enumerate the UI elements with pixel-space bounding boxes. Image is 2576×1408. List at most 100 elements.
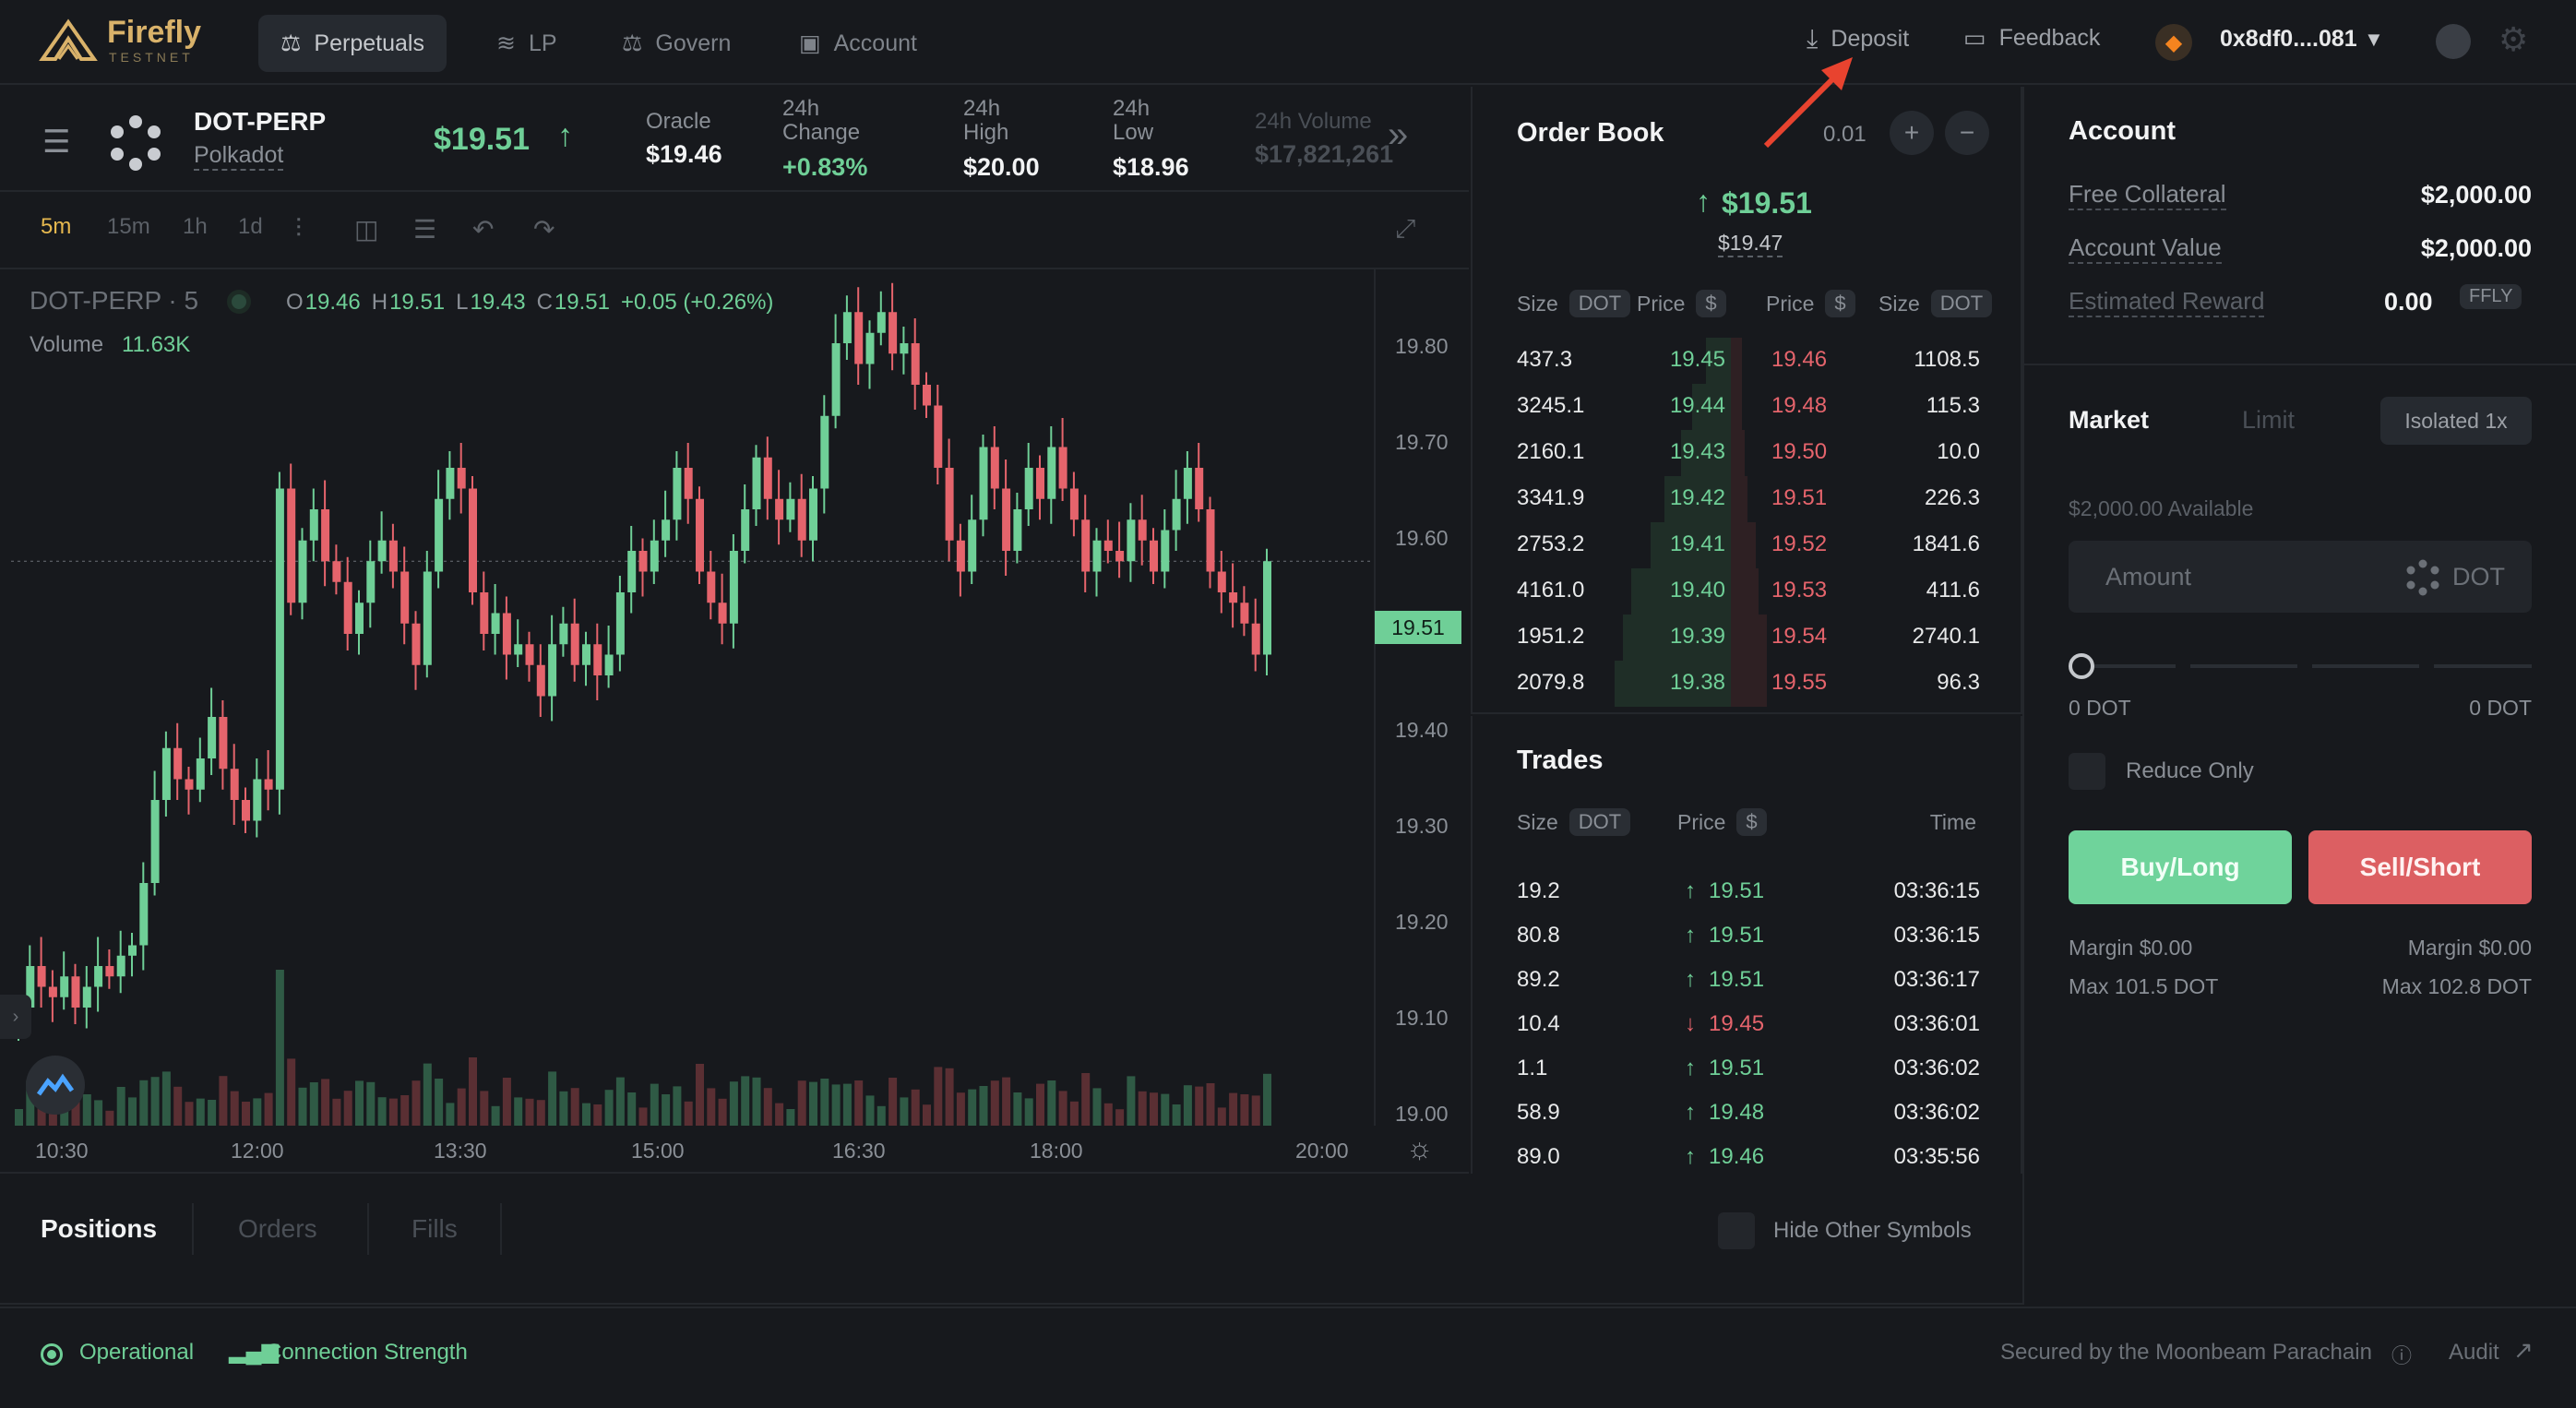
sell-short-button[interactable]: Sell/Short xyxy=(2308,830,2532,904)
x-tick: 20:00 xyxy=(1295,1139,1349,1163)
volume-bar xyxy=(797,1080,806,1126)
annotation-arrow-icon xyxy=(1763,57,1853,149)
candle-body xyxy=(1161,530,1170,572)
slider-thumb[interactable] xyxy=(2069,653,2094,679)
orderbook-row[interactable]: 2079.8 19.38 19.55 96.3 xyxy=(1473,661,2024,707)
external-link-icon[interactable]: ↗ xyxy=(2513,1336,2534,1364)
volume-bar xyxy=(696,1064,704,1126)
status-dot-icon xyxy=(41,1343,63,1366)
x-tick: 15:00 xyxy=(631,1139,685,1163)
orderbook-row[interactable]: 3341.9 19.42 19.51 226.3 xyxy=(1473,476,2024,522)
indicators-icon[interactable]: ⫶ xyxy=(295,214,303,243)
status-dot-icon xyxy=(227,290,251,314)
firefly-logo-icon[interactable] xyxy=(39,17,98,63)
candle-body xyxy=(1013,509,1022,551)
tab-label: LP xyxy=(528,30,557,56)
amount-field[interactable]: Amount DOT xyxy=(2069,541,2532,613)
expand-sidebar-icon[interactable]: › xyxy=(0,995,31,1039)
low-value: 19.43 xyxy=(470,290,526,315)
amount-slider[interactable] xyxy=(2069,653,2532,679)
sun-icon[interactable]: ☼ xyxy=(1406,1131,1434,1164)
candlestick-plot[interactable] xyxy=(0,268,1469,1135)
ask-size: 1841.6 xyxy=(1912,531,1980,556)
volume-bar xyxy=(548,1071,557,1126)
tab-positions[interactable]: Positions xyxy=(41,1214,158,1243)
double-chevron-right-icon[interactable]: » xyxy=(1388,114,1409,155)
orderbook-row[interactable]: 437.3 19.45 19.46 1108.5 xyxy=(1473,338,2024,384)
buy-long-button[interactable]: Buy/Long xyxy=(2069,830,2292,904)
tab-market[interactable]: Market xyxy=(2069,406,2150,434)
volume-bar xyxy=(423,1063,432,1126)
trade-price: 19.51 xyxy=(1709,967,1765,992)
orderbook-tick-size[interactable]: 0.01 xyxy=(1823,122,1866,147)
layout-icon[interactable]: ◫ xyxy=(354,215,379,244)
tab-lp[interactable]: ≋ LP xyxy=(474,15,579,72)
timeframe-1d[interactable]: 1d xyxy=(238,214,263,239)
redo-icon[interactable]: ↷ xyxy=(533,215,555,244)
tab-account[interactable]: ▣ Account xyxy=(777,15,939,72)
chevron-down-icon[interactable]: ▼ xyxy=(2364,28,2384,51)
low-label: L xyxy=(456,290,469,315)
hide-other-symbols-checkbox[interactable] xyxy=(1718,1212,1755,1249)
notification-bell-icon[interactable] xyxy=(2436,24,2471,59)
deposit-button[interactable]: ⤓ Deposit xyxy=(1807,24,1909,54)
metamask-icon: ◆ xyxy=(2155,24,2192,61)
arrow-up-icon: ↑ xyxy=(1685,967,1696,992)
candle-body xyxy=(37,966,46,987)
tradingview-logo-icon[interactable] xyxy=(26,1056,85,1115)
menu-icon[interactable]: ☰ xyxy=(42,125,71,160)
panel-divider xyxy=(2022,87,2024,1305)
y-tick: 19.60 xyxy=(1395,526,1449,550)
feedback-button[interactable]: ▭ Feedback xyxy=(1963,24,2100,53)
zoom-out-icon[interactable]: − xyxy=(1945,111,1989,155)
orderbook-row[interactable]: 4161.0 19.40 19.53 411.6 xyxy=(1473,568,2024,615)
gear-icon[interactable]: ⚙ xyxy=(2498,20,2529,58)
candle-body xyxy=(1138,519,1147,541)
orderbook-row[interactable]: 2753.2 19.41 19.52 1841.6 xyxy=(1473,522,2024,568)
settings-sliders-icon[interactable]: ☰ xyxy=(413,215,437,244)
volume-bar xyxy=(1161,1093,1170,1126)
orderbook-row[interactable]: 1951.2 19.39 19.54 2740.1 xyxy=(1473,615,2024,661)
undo-icon[interactable]: ↶ xyxy=(472,215,495,244)
audit-link[interactable]: Audit xyxy=(2449,1340,2499,1365)
open-value: 19.46 xyxy=(304,290,361,315)
candle-body xyxy=(435,498,444,572)
wallet-address[interactable]: 0x8df0....081 xyxy=(2220,26,2357,52)
volume-bar xyxy=(900,1097,909,1126)
volume-bar xyxy=(752,1077,761,1126)
candle-body xyxy=(423,571,432,665)
scale-icon: ⚖ xyxy=(622,30,643,56)
margin-mode-button[interactable]: Isolated 1x xyxy=(2380,397,2532,445)
tab-limit[interactable]: Limit xyxy=(2242,406,2296,434)
trade-time: 03:35:56 xyxy=(1893,1144,1980,1169)
market-symbol[interactable]: DOT-PERP xyxy=(194,107,327,136)
reduce-only-checkbox[interactable] xyxy=(2069,753,2105,790)
y-tick: 19.10 xyxy=(1395,1006,1449,1030)
candle-body xyxy=(604,654,614,675)
tab-orders[interactable]: Orders xyxy=(238,1214,317,1243)
trade-price: 19.51 xyxy=(1709,1056,1765,1080)
trade-price: 19.48 xyxy=(1709,1100,1765,1125)
volume-bar xyxy=(514,1097,523,1126)
tab-perpetuals[interactable]: ⚖ Perpetuals xyxy=(258,15,447,72)
volume-bar xyxy=(1103,1103,1113,1126)
tab-fills[interactable]: Fills xyxy=(411,1214,458,1243)
timeframe-5m[interactable]: 5m xyxy=(41,214,72,239)
candle-body xyxy=(979,447,988,520)
arrow-up-icon: ↑ xyxy=(1685,923,1696,948)
bid-depth-bar xyxy=(1651,522,1731,568)
tab-govern[interactable]: ⚖ Govern xyxy=(600,15,753,72)
timeframe-1h[interactable]: 1h xyxy=(183,214,208,239)
orderbook-row[interactable]: 3245.1 19.44 19.48 115.3 xyxy=(1473,384,2024,430)
y-tick: 19.80 xyxy=(1395,334,1449,358)
orderbook-row[interactable]: 2160.1 19.43 19.50 10.0 xyxy=(1473,430,2024,476)
volume-bar xyxy=(480,1091,489,1126)
timeframe-15m[interactable]: 15m xyxy=(107,214,150,239)
info-icon[interactable]: ⓘ xyxy=(2391,1344,2413,1367)
fullscreen-icon[interactable]: ⤢ xyxy=(1395,214,1416,243)
positions-panel: Positions Orders Fills Hide Other Symbol… xyxy=(0,1175,2024,1305)
zoom-in-icon[interactable]: + xyxy=(1890,111,1934,155)
candle-body xyxy=(1229,592,1238,603)
candle-body xyxy=(968,519,977,572)
ask-price: 19.55 xyxy=(1771,670,1828,695)
